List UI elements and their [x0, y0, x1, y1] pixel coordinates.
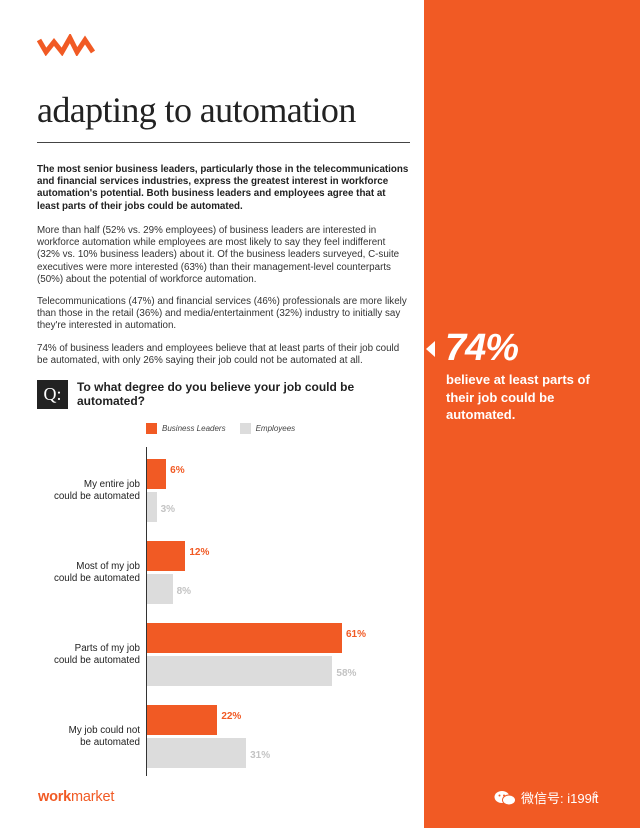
page-number: 6 — [593, 790, 599, 800]
bar-employees — [147, 738, 247, 768]
data-label: 61% — [346, 629, 367, 640]
intro-paragraph: The most senior business leaders, partic… — [37, 164, 409, 212]
category-label-line: Parts of my job — [74, 643, 140, 654]
category-label: Parts of my job could be automated — [37, 643, 140, 666]
wm-logo-icon — [37, 34, 95, 56]
category-label: My entire job could be automated — [37, 479, 140, 502]
legend-swatch-employees — [239, 423, 251, 434]
bar-business-leaders — [147, 623, 342, 653]
callout-statistic: 74% — [445, 327, 519, 369]
data-label: 6% — [170, 465, 185, 476]
category-label-line: be automated — [80, 736, 140, 748]
question-text: To what degree do you believe your job c… — [77, 380, 355, 408]
workmarket-logo: workmarket — [38, 789, 114, 805]
bar-business-leaders — [147, 541, 186, 571]
page-title: adapting to automation — [37, 90, 356, 130]
category-label-line: My entire job — [83, 479, 140, 490]
legend-label: Business Leaders — [162, 424, 226, 433]
bar-business-leaders — [147, 459, 167, 489]
category-label: My job could not be automated — [37, 725, 140, 748]
category-label-line: could be automated — [53, 490, 140, 502]
orange-sidebar — [424, 0, 640, 828]
callout-pointer-icon — [426, 341, 435, 357]
bar-business-leaders — [147, 705, 218, 735]
data-label: 3% — [160, 504, 176, 515]
brand-market: market — [71, 789, 115, 805]
callout-text: believe at least parts of their job coul… — [446, 372, 590, 422]
title-divider — [37, 142, 410, 143]
body-paragraph: Telecommunications (47%) and financial s… — [37, 296, 407, 332]
category-label-line: My job could not — [68, 725, 140, 736]
data-label: 31% — [250, 750, 271, 761]
bar-employees — [147, 656, 333, 686]
watermark: 微信号: i199it — [494, 788, 598, 807]
legend-item-business-leaders: Business Leaders — [146, 423, 226, 434]
legend-swatch-business-leaders — [146, 423, 157, 434]
legend-label: Employees — [255, 424, 296, 433]
question-badge: Q: — [37, 380, 68, 409]
watermark-text: 微信号: i199it — [521, 791, 599, 806]
chart-axis — [146, 447, 147, 776]
bar-employees — [147, 574, 173, 604]
body-paragraph: More than half (52% vs. 29% employees) o… — [37, 225, 400, 285]
category-label-line: Most of my job — [76, 561, 140, 572]
chart-legend: Business Leaders Employees — [146, 423, 309, 434]
category-label: Most of my job could be automated — [37, 561, 140, 584]
legend-item-employees: Employees — [239, 423, 296, 434]
bar-employees — [147, 492, 157, 522]
wechat-icon — [494, 790, 516, 805]
data-label: 8% — [176, 586, 192, 597]
data-label: 22% — [221, 711, 242, 722]
body-paragraph: 74% of business leaders and employees be… — [37, 343, 400, 367]
category-label-line: could be automated — [53, 654, 140, 666]
brand-work: work — [38, 789, 72, 805]
category-label-line: could be automated — [53, 572, 140, 584]
data-label: 12% — [189, 547, 210, 558]
data-label: 58% — [336, 668, 357, 679]
